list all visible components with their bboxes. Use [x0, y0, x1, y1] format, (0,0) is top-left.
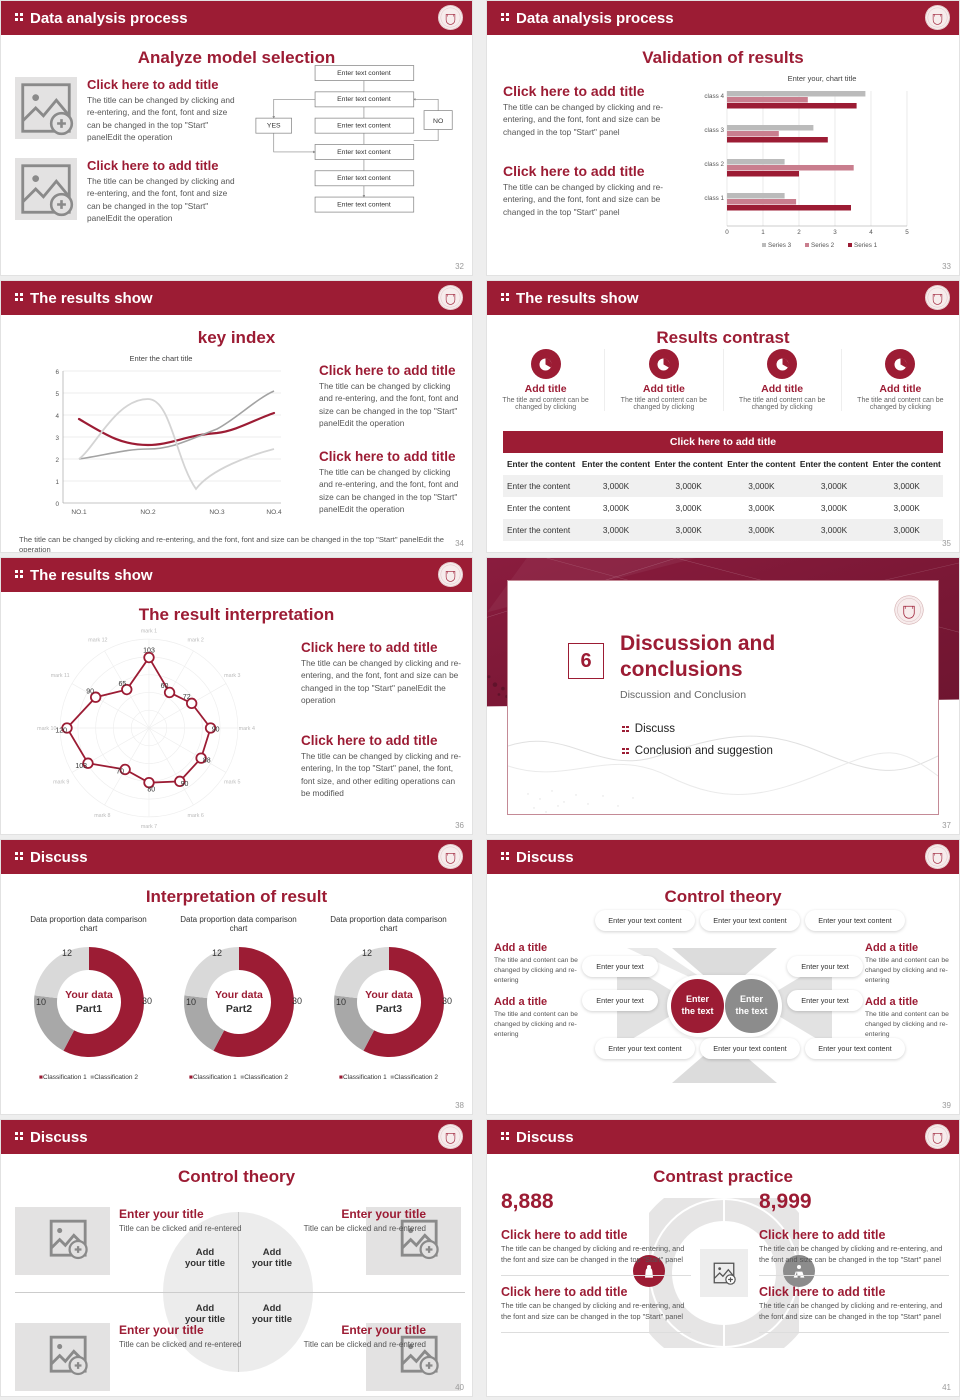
svg-text:class 1: class 1 [704, 195, 724, 202]
svg-text:mark 10: mark 10 [37, 726, 56, 732]
svg-text:Part1: Part1 [75, 1003, 101, 1015]
svg-text:NO.2: NO.2 [140, 509, 156, 516]
svg-text:mark 9: mark 9 [53, 780, 69, 786]
svg-text:Enter text content: Enter text content [337, 149, 391, 156]
svg-text:Enter text content: Enter text content [337, 175, 391, 182]
svg-text:mark 3: mark 3 [224, 673, 240, 679]
svg-text:88: 88 [203, 757, 211, 764]
svg-text:30: 30 [291, 996, 301, 1006]
svg-text:12: 12 [211, 948, 221, 958]
svg-text:4: 4 [869, 229, 873, 236]
svg-text:mark 4: mark 4 [239, 726, 255, 732]
svg-text:1: 1 [55, 479, 59, 486]
svg-text:NO: NO [433, 118, 443, 125]
svg-text:class 4: class 4 [704, 93, 724, 100]
svg-text:2: 2 [797, 229, 801, 236]
svg-text:class 2: class 2 [704, 161, 724, 168]
svg-text:0: 0 [725, 229, 729, 236]
svg-text:90: 90 [86, 689, 94, 696]
svg-text:Enter text content: Enter text content [337, 96, 391, 103]
svg-text:Enter text content: Enter text content [337, 123, 391, 130]
svg-text:10: 10 [335, 997, 345, 1007]
svg-text:103: 103 [75, 763, 87, 770]
svg-text:mark 5: mark 5 [224, 780, 240, 786]
svg-text:Your data: Your data [365, 989, 413, 1001]
svg-text:3: 3 [55, 435, 59, 442]
svg-text:72: 72 [183, 694, 191, 701]
svg-text:Series 2: Series 2 [811, 242, 835, 249]
svg-text:5: 5 [905, 229, 909, 236]
svg-text:Part3: Part3 [375, 1003, 401, 1015]
svg-text:65: 65 [118, 681, 126, 688]
svg-text:90: 90 [212, 726, 220, 733]
svg-text:1: 1 [761, 229, 765, 236]
svg-text:mark 2: mark 2 [188, 637, 204, 643]
svg-text:mark 11: mark 11 [51, 673, 70, 679]
svg-text:Part2: Part2 [225, 1003, 251, 1015]
svg-text:Enter text content: Enter text content [337, 70, 391, 77]
svg-text:NO.1: NO.1 [71, 509, 87, 516]
svg-text:mark 12: mark 12 [88, 637, 107, 643]
svg-text:mark 7: mark 7 [141, 824, 157, 828]
svg-text:120: 120 [55, 727, 67, 734]
svg-text:90: 90 [181, 781, 189, 788]
svg-text:Enter the chart title: Enter the chart title [130, 354, 193, 363]
svg-text:Your data: Your data [65, 989, 113, 1001]
svg-text:80: 80 [147, 786, 155, 793]
svg-text:0: 0 [55, 501, 59, 508]
svg-text:3: 3 [833, 229, 837, 236]
svg-text:mark 8: mark 8 [94, 813, 110, 819]
svg-text:NO.3: NO.3 [209, 509, 225, 516]
svg-text:30: 30 [141, 996, 151, 1006]
svg-text:class 3: class 3 [704, 127, 724, 134]
svg-text:Series 1: Series 1 [854, 242, 878, 249]
svg-text:60: 60 [161, 683, 169, 690]
svg-text:Series 3: Series 3 [768, 242, 792, 249]
svg-text:Enter your, chart title: Enter your, chart title [788, 74, 857, 83]
svg-text:10: 10 [35, 997, 45, 1007]
svg-text:10: 10 [185, 997, 195, 1007]
svg-text:4: 4 [55, 413, 59, 420]
svg-text:70: 70 [116, 769, 124, 776]
svg-text:5: 5 [55, 391, 59, 398]
svg-text:Your data: Your data [215, 989, 263, 1001]
svg-text:YES: YES [267, 123, 281, 130]
svg-text:Enter text content: Enter text content [337, 201, 391, 208]
svg-text:2: 2 [55, 457, 59, 464]
svg-text:12: 12 [61, 948, 71, 958]
svg-text:30: 30 [441, 996, 451, 1006]
svg-text:mark 1: mark 1 [141, 628, 157, 634]
svg-text:103: 103 [143, 647, 155, 654]
svg-text:6: 6 [55, 369, 59, 376]
svg-text:mark 6: mark 6 [188, 813, 204, 819]
svg-text:12: 12 [361, 948, 371, 958]
svg-text:NO.4: NO.4 [266, 509, 282, 516]
